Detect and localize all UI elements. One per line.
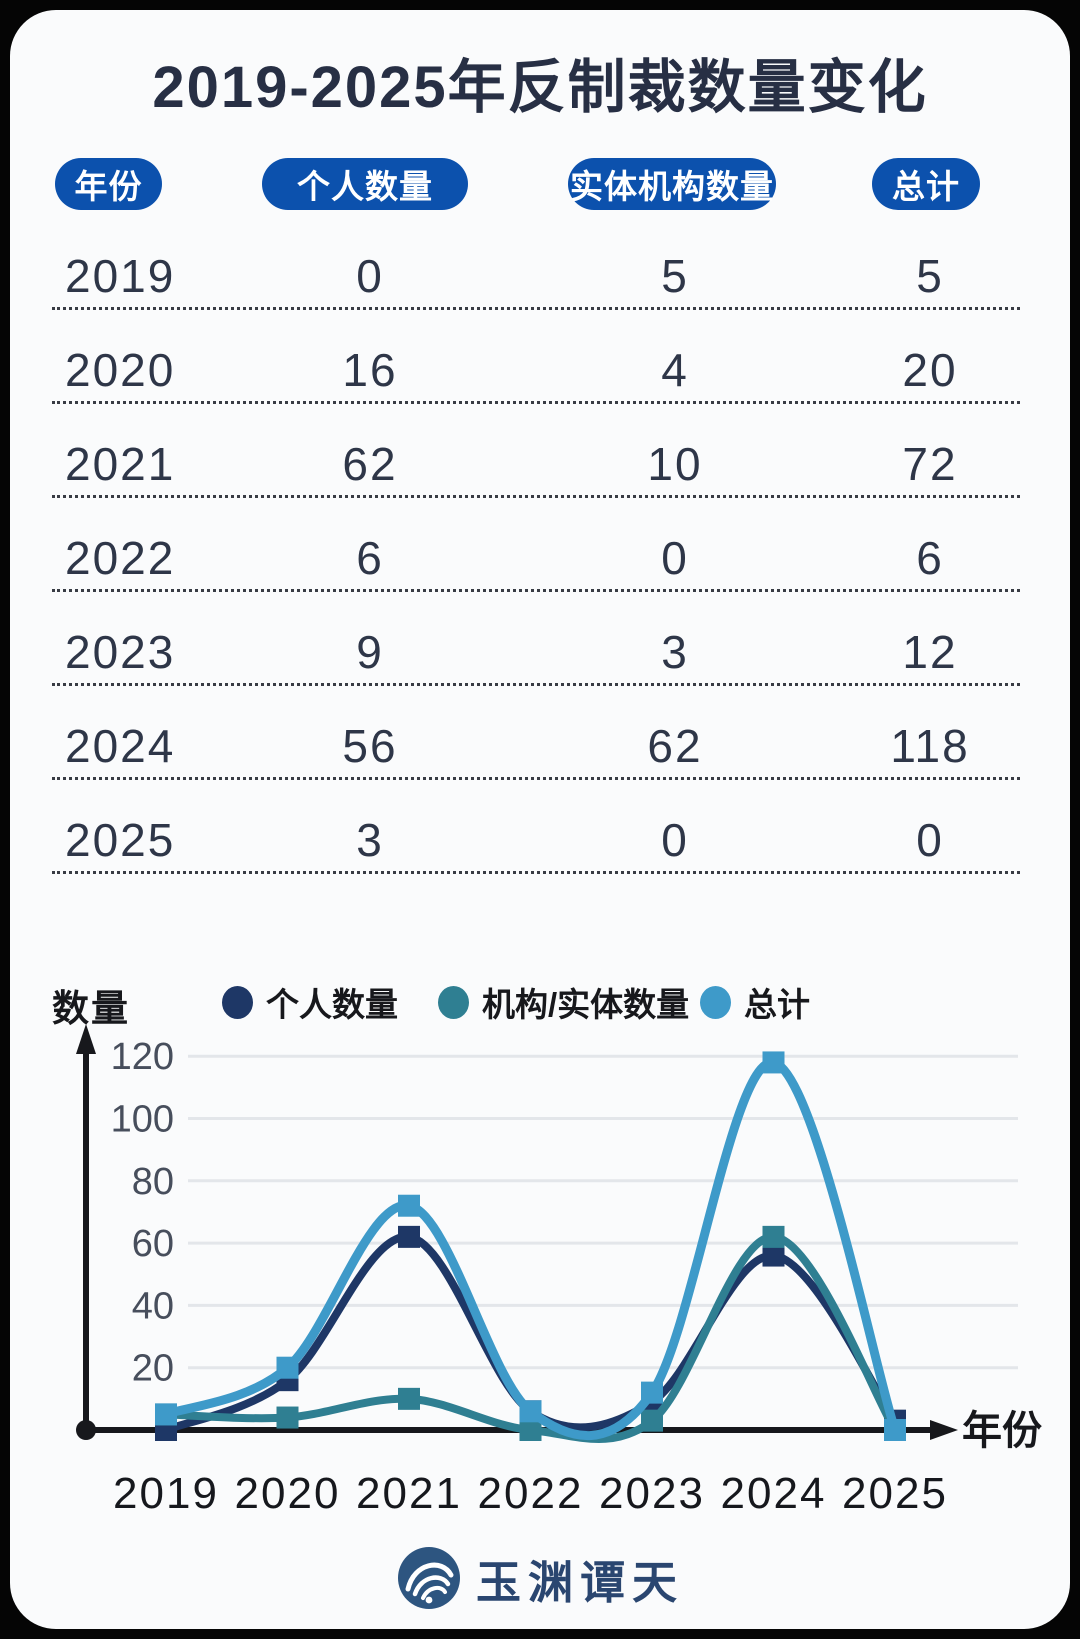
logo-wave-icon — [397, 1547, 460, 1609]
individual-count-cell: 16 — [342, 344, 398, 396]
y-tick-label: 60 — [132, 1223, 174, 1265]
x-tick-label: 2019 — [113, 1469, 219, 1518]
individual-count-cell: 3 — [356, 814, 384, 866]
table-row: 2020 16 4 20 — [52, 310, 1020, 404]
x-tick-label: 2021 — [356, 1469, 462, 1518]
data-point-marker-total — [276, 1356, 299, 1379]
data-point-marker-individual — [398, 1225, 420, 1248]
legend-item-total: 总计 — [700, 978, 810, 1026]
logo-text: 玉渊谭天 — [475, 1555, 684, 1609]
data-point-marker-total — [762, 1051, 785, 1074]
total-cell: 72 — [902, 438, 958, 490]
series-line-total — [161, 1057, 900, 1441]
total-cell: 12 — [902, 626, 958, 678]
entity-count-cell: 4 — [661, 344, 689, 396]
entity-count-cell: 3 — [661, 626, 689, 678]
legend-dot-total-icon — [700, 985, 731, 1019]
entity-count-cell: 0 — [661, 814, 689, 866]
legend-dot-entity-icon — [438, 985, 469, 1019]
y-tick-label: 80 — [132, 1161, 174, 1203]
table-row: 2023 9 3 12 — [52, 592, 1020, 686]
chart-legend: 数量 个人数量 机构/实体数量 总计 — [10, 978, 1070, 1029]
data-point-marker-entity — [276, 1406, 299, 1429]
data-point-marker-entity — [519, 1419, 542, 1441]
table-row: 2019 0 5 5 — [52, 216, 1020, 310]
legend-label-entity: 机构/实体数量 — [482, 986, 690, 1023]
x-tick-label: 2020 — [235, 1469, 341, 1518]
individual-count-cell: 0 — [356, 250, 384, 302]
individual-count-cell: 56 — [342, 720, 398, 772]
data-point-marker-total — [884, 1419, 906, 1441]
data-point-marker-total — [641, 1381, 663, 1404]
data-point-marker-individual — [762, 1244, 785, 1267]
legend-label-individual: 个人数量 — [266, 986, 398, 1023]
year-cell: 2019 — [65, 250, 176, 302]
data-point-marker-total — [155, 1403, 177, 1426]
y-tick-label: 40 — [132, 1285, 174, 1327]
header-pill-total: 总计 — [872, 158, 980, 210]
total-cell: 118 — [890, 720, 970, 772]
individual-count-cell: 6 — [356, 532, 384, 584]
data-point-marker-entity — [762, 1225, 785, 1248]
line-chart: 20 40 60 80 100 120 年份 2019 2020 2021 2022 2023 2024… — [76, 1024, 1042, 1518]
footer-logo: 玉渊谭天 — [10, 1545, 1070, 1611]
individual-count-cell: 9 — [356, 626, 384, 678]
year-cell: 2025 — [65, 814, 176, 866]
y-tick-label: 120 — [111, 1036, 174, 1078]
legend-dot-individual-icon — [222, 985, 253, 1019]
header-pill-year: 年份 — [55, 158, 162, 210]
x-tick-label: 2023 — [599, 1469, 705, 1518]
table-row: 2025 3 0 0 — [52, 780, 1020, 874]
table-row: 2024 56 62 118 — [52, 686, 1020, 780]
infographic-card: 2019-2025年反制裁数量变化 年份 个人数量 实体机构数量 总计 2019… — [10, 10, 1070, 1629]
x-axis-arrow — [930, 1420, 958, 1440]
header-pill-individual-count: 个人数量 — [262, 158, 468, 210]
total-cell: 6 — [916, 532, 944, 584]
legend-item-individual: 个人数量 — [222, 978, 398, 1026]
x-tick-label: 2022 — [478, 1469, 584, 1518]
x-tick-label: 2024 — [721, 1469, 827, 1518]
year-cell: 2022 — [65, 532, 176, 584]
data-table: 2019 0 5 5 2020 16 4 20 2021 62 10 72 2022 6 0 6 2023 9 3 1… — [10, 216, 1070, 874]
data-point-marker-total — [519, 1400, 542, 1423]
entity-count-cell: 10 — [647, 438, 703, 490]
x-axis-title: 年份 — [962, 1409, 1042, 1453]
total-cell: 20 — [902, 344, 958, 396]
y-axis-title: 数量 — [52, 988, 130, 1029]
table-header-row: 年份 个人数量 实体机构数量 总计 — [10, 158, 1070, 210]
individual-count-cell: 62 — [342, 438, 398, 490]
y-tick-label: 20 — [132, 1348, 174, 1390]
legend-label-total: 总计 — [744, 986, 810, 1023]
year-cell: 2021 — [65, 438, 176, 490]
entity-count-cell: 5 — [661, 250, 689, 302]
year-cell: 2024 — [65, 720, 176, 772]
legend-item-entity: 机构/实体数量 — [438, 978, 689, 1026]
table-row: 2021 62 10 72 — [52, 404, 1020, 498]
data-point-marker-entity — [398, 1387, 420, 1410]
origin-dot — [76, 1420, 96, 1440]
data-point-marker-entity — [641, 1409, 663, 1432]
x-tick-label: 2025 — [842, 1469, 948, 1518]
total-cell: 0 — [916, 814, 944, 866]
entity-count-cell: 0 — [661, 532, 689, 584]
year-cell: 2023 — [65, 626, 176, 678]
y-axis-arrow — [76, 1024, 96, 1054]
entity-count-cell: 62 — [647, 720, 703, 772]
data-point-marker-total — [398, 1194, 420, 1217]
y-tick-label: 100 — [111, 1099, 174, 1141]
header-pill-entity-count: 实体机构数量 — [568, 158, 776, 210]
table-row: 2022 6 0 6 — [52, 498, 1020, 592]
page-title: 2019-2025年反制裁数量变化 — [152, 55, 928, 120]
year-cell: 2020 — [65, 344, 176, 396]
total-cell: 5 — [916, 250, 944, 302]
